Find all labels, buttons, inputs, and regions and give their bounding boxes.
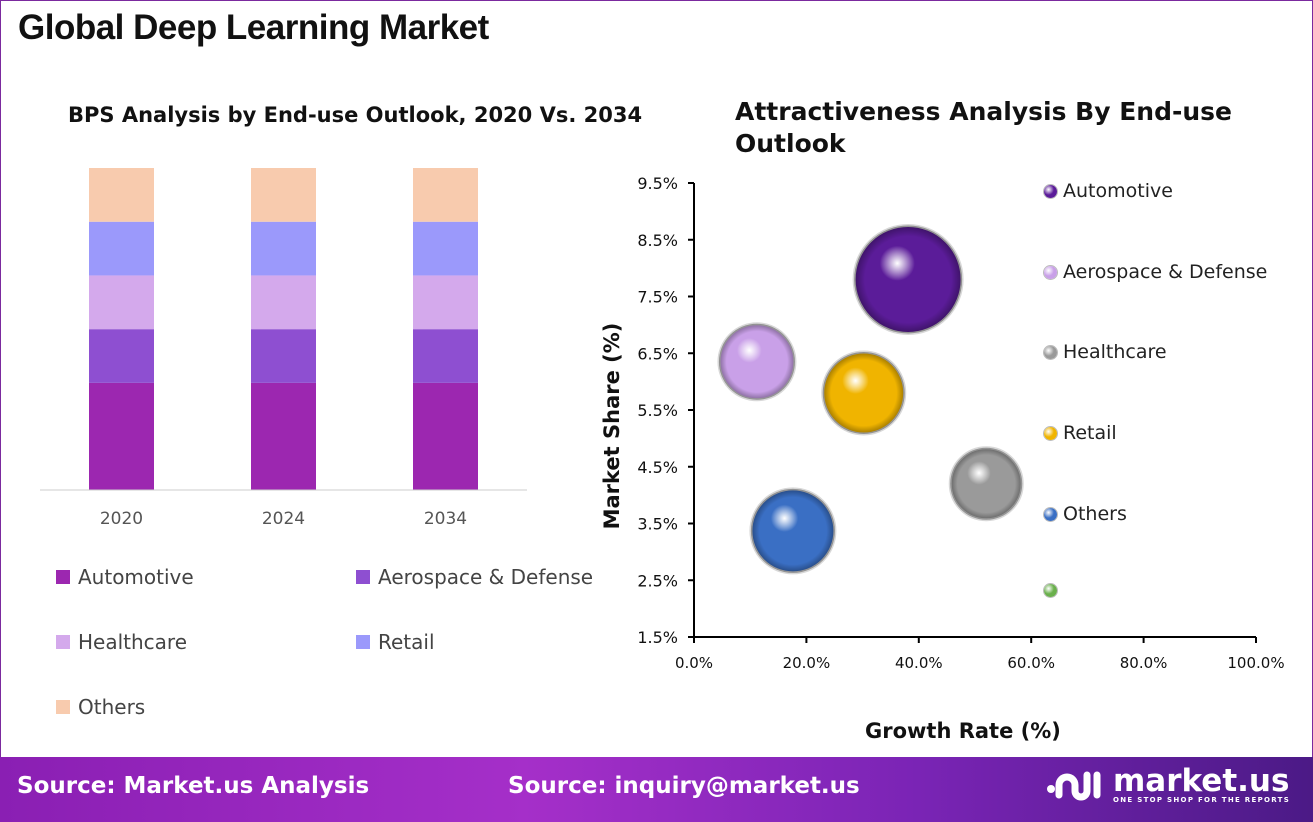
bar-segment-automotive [251,382,316,490]
y-tick-label: 6.5% [637,344,678,363]
legend-label: Automotive [78,565,194,589]
legend-item [1044,584,1063,597]
legend-marker [1044,265,1057,279]
y-tick-label: 4.5% [637,458,678,477]
x-tick-label: 60.0% [1007,654,1055,672]
legend-label: Others [78,695,146,719]
x-tick-label: 20.0% [783,654,831,672]
legend-swatch [56,635,70,649]
source-right: Source: inquiry@market.us [508,773,860,799]
legend-item: Automotive [1044,180,1173,202]
bar-segment-healthcare [413,275,478,330]
charts-canvas: 2020 2024 2034 1.5% 2.5% 3.5% 4.5% 5.5% 6.5% 7.5%… [40,168,1285,672]
legend-item: Healthcare [56,630,187,654]
y-tick-label: 5.5% [637,401,678,420]
bubble-shade [718,323,795,400]
legend-item: Retail [356,630,435,654]
legend-swatch [56,570,70,584]
legend-item: Retail [1044,422,1117,444]
legend-marker [1044,426,1057,440]
legend-label: Healthcare [1063,341,1167,363]
bubble-shade [822,351,905,434]
x-tick-label: 80.0% [1120,654,1168,672]
bar-segment-retail [251,221,316,276]
source-left: Source: Market.us Analysis [17,773,370,799]
y-tick-label: 2.5% [637,571,678,590]
y-tick-label: 1.5% [637,628,678,647]
legend-label: Automotive [1063,180,1173,202]
logo-tagline: ONE STOP SHOP FOR THE REPORTS [1113,796,1291,804]
bubble-shade [854,225,963,334]
legend-label: Retail [378,630,435,654]
legend-marker [1044,184,1057,198]
legend-marker [1044,507,1057,521]
footer: Source: Market.us Analysis Source: inqui… [0,757,1313,822]
x-tick-label: 40.0% [895,654,943,672]
y-tick-label: 3.5% [637,515,678,534]
bar-segment-others [89,168,154,222]
legend-swatch [356,635,370,649]
bubble-shade [950,447,1023,520]
legend-label: Healthcare [78,630,188,654]
x-tick-label: 2024 [262,509,305,529]
bar-segment-retail [89,221,154,276]
legend-label: Retail [1063,422,1117,444]
bar-chart-title: BPS Analysis by End-use Outlook, 2020 Vs… [68,103,643,127]
y-axis-label: Market Share (%) [600,322,624,530]
x-axis-label: Growth Rate (%) [865,719,1061,743]
market-us-logo: market.us ONE STOP SHOP FOR THE REPORTS [1045,765,1290,805]
bar-segment-healthcare [89,275,154,330]
legend-label: Aerospace & Defense [1063,261,1268,283]
legend-label: Others [1063,503,1127,525]
bar-segment-others [413,168,478,222]
bar-segment-automotive [89,382,154,490]
legend-item: Aerospace & Defense [1044,261,1267,283]
legend-item: Automotive [56,565,194,589]
legend-marker [1044,345,1057,359]
legend-item: Aerospace & Defense [356,565,593,589]
legend-swatch [56,700,70,714]
page-title: Global Deep Learning Market [18,8,489,47]
x-tick-label: 2034 [424,509,467,529]
legend-label: Aerospace & Defense [378,565,594,589]
bar-segment-aerospace-defense [251,329,316,383]
legend-marker [1044,584,1057,597]
legend-item: Healthcare [1044,341,1167,363]
logo-name: market.us [1113,763,1290,799]
x-tick-label: 2020 [100,509,143,529]
legend-item: Others [1044,503,1127,525]
bubble-chart-title: Attractiveness Analysis By End-use Outlo… [735,97,1233,158]
y-tick-label: 7.5% [637,288,678,307]
y-tick-label: 8.5% [637,231,678,250]
bubble-shade [750,488,835,573]
bar-segment-aerospace-defense [413,329,478,383]
bar-segment-others [251,168,316,222]
x-tick-label: 0.0% [675,654,713,672]
x-tick-label: 100.0% [1227,654,1284,672]
logo-icon [1047,771,1101,801]
legend-swatch [356,570,370,584]
bar-segment-healthcare [251,275,316,330]
bar-segment-aerospace-defense [89,329,154,383]
bar-segment-automotive [413,382,478,490]
legend-item: Others [56,695,145,719]
bar-segment-retail [413,221,478,276]
y-tick-label: 9.5% [637,174,678,193]
